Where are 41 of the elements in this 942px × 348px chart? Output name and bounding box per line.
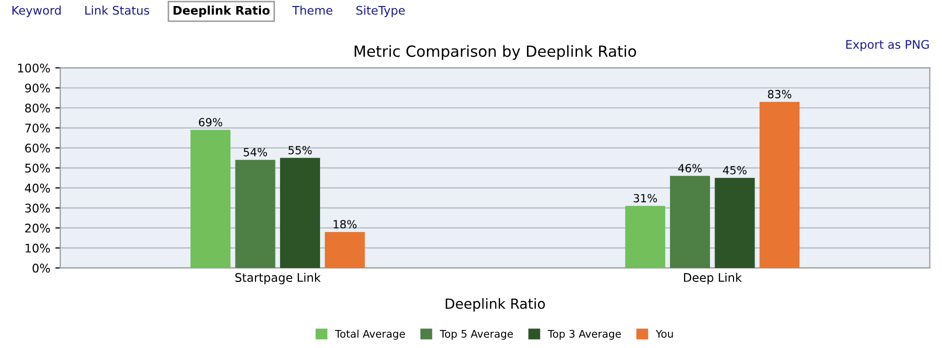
- text: Theme: [292, 6, 332, 15]
- y-tick-label: 90%: [25, 84, 50, 93]
- data-label: 45%: [722, 166, 747, 174]
- x-axis-title: Deeplink Ratio: [446, 298, 545, 312]
- y-tick-label: 50%: [25, 164, 50, 173]
- bar: [280, 158, 320, 268]
- data-label: 46%: [678, 164, 702, 172]
- data-label: 83%: [768, 90, 792, 98]
- y-tick-label: 10%: [26, 244, 50, 253]
- bar: [760, 102, 800, 268]
- data-label: 31%: [634, 194, 657, 202]
- legend-label: Total Average: [335, 330, 405, 340]
- text: Link Status: [85, 6, 150, 15]
- data-label: 18%: [334, 220, 357, 228]
- chart-title: Metric Comparison by Deeplink Ratio: [354, 45, 636, 60]
- y-tick-label: 100%: [18, 64, 50, 73]
- x-tick-label: Startpage Link: [235, 272, 321, 284]
- bar: [190, 130, 230, 268]
- text: Keyword: [12, 6, 61, 18]
- y-tick-label: 20%: [25, 224, 50, 233]
- y-tick-label: 40%: [24, 184, 50, 193]
- data-label: 55%: [288, 146, 312, 154]
- bar: [625, 206, 666, 268]
- legend-label: Top 5 Average: [440, 330, 513, 340]
- y-tick-label: 0%: [32, 264, 50, 273]
- data-label: 54%: [244, 148, 267, 156]
- legend-label: Top 3 Average: [548, 330, 621, 340]
- bar: [324, 232, 365, 268]
- bar: [714, 178, 755, 268]
- y-tick-label: 80%: [25, 104, 50, 113]
- y-tick-label: 30%: [25, 204, 50, 213]
- text: SiteType: [356, 6, 405, 18]
- y-tick-label: 70%: [25, 124, 50, 133]
- y-tick-label: 60%: [25, 144, 50, 153]
- text: Deeplink Ratio: [174, 6, 270, 18]
- text: Export as PNG: [846, 40, 929, 52]
- bar: [235, 160, 276, 268]
- legend-label: You: [656, 330, 673, 338]
- data-label: 69%: [198, 118, 222, 126]
- bar: [670, 176, 710, 268]
- x-tick-label: Deep Link: [684, 272, 742, 284]
